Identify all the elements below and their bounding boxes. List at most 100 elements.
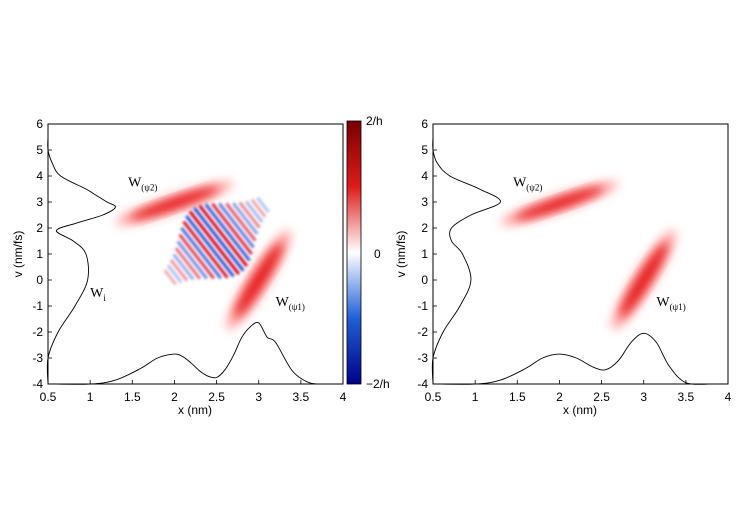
w-label-main: W <box>656 295 670 310</box>
x-tick-label: 0.5 <box>40 390 57 404</box>
x-tick-label: 3 <box>255 390 262 404</box>
fringe-stripe <box>231 202 259 236</box>
fringe-stripe <box>172 253 195 281</box>
y-tick-label: 1 <box>36 247 43 261</box>
w-psi2-blob <box>115 181 234 226</box>
fringe-stripe <box>217 202 255 249</box>
fringe-stripe <box>238 201 261 229</box>
x-tick-label: 2.5 <box>208 390 225 404</box>
left-y-tick-labels: -4 -3 -2 -1 0 1 2 3 4 5 6 <box>32 117 52 391</box>
w-label-0: W(ψ2) <box>513 175 542 192</box>
w-label-sub: (ψ1) <box>289 302 305 312</box>
x-tick-label: 1.5 <box>509 390 526 404</box>
w-label-main: W <box>513 175 527 190</box>
y-tick-label: 4 <box>36 169 43 183</box>
x-tick-label: 1 <box>87 390 94 404</box>
fringe-stripe <box>185 214 235 278</box>
right-x-tick-labels: 0.5 1 1.5 2 2.5 3 3.5 4 <box>425 380 732 404</box>
left-velocity-marginal-curve <box>46 136 116 385</box>
w-label-sub: (ψ2) <box>141 182 157 192</box>
left-x-tick-labels: 0.5 1 1.5 2 2.5 3 3.5 4 <box>40 380 347 404</box>
w-label-1: Wi <box>90 286 106 303</box>
colorbar-tick-top: 2/h <box>366 114 383 128</box>
x-tick-label: 2 <box>171 390 178 404</box>
y-tick-label: 1 <box>421 247 428 261</box>
right-y-axis-label: v (nm/fs) <box>394 231 408 278</box>
y-tick-label: 5 <box>421 143 428 157</box>
y-tick-label: 5 <box>36 143 43 157</box>
left-y-axis-label: v (nm/fs) <box>11 231 25 278</box>
fringe-stripe <box>166 264 183 284</box>
fringe-stripe <box>204 203 251 262</box>
left-heat-blobs <box>115 181 291 330</box>
left-x-axis-label: x (nm) <box>178 403 212 417</box>
w-label-sub: (ψ1) <box>670 302 686 312</box>
x-tick-label: 3.5 <box>678 390 695 404</box>
right-velocity-marginal-curve <box>431 136 501 385</box>
right-x-axis-label: x (nm) <box>563 403 597 417</box>
right-plot-frame <box>432 123 729 385</box>
x-tick-label: 2 <box>556 390 563 404</box>
fringe-stripe <box>163 269 178 286</box>
w-label-main: W <box>128 175 142 190</box>
w-label-2: W(ψ1) <box>276 295 305 312</box>
y-tick-label: 4 <box>421 169 428 183</box>
left-wigner-map <box>115 181 291 330</box>
y-tick-label: -1 <box>32 299 43 313</box>
y-tick-label: -4 <box>32 377 43 391</box>
colorbar-tick-mid: 0 <box>374 247 381 261</box>
w-label-sub: (ψ2) <box>526 182 542 192</box>
fringe-stripe <box>188 210 241 276</box>
fringe-stripe <box>178 233 216 280</box>
x-tick-label: 3 <box>640 390 647 404</box>
y-tick-label: 3 <box>421 195 428 209</box>
colorbar-gradient <box>346 120 362 385</box>
w-label-sub: i <box>103 293 106 303</box>
y-tick-label: 6 <box>36 117 43 131</box>
x-tick-label: 1 <box>472 390 479 404</box>
left-position-marginal-curve <box>47 321 327 385</box>
w-psi1-blob <box>611 230 676 330</box>
fringe-stripe <box>225 202 257 242</box>
w-label-main: W <box>90 286 104 301</box>
fringe-stripe <box>169 259 189 282</box>
colorbar: 2/h 0 −2/h <box>346 114 390 391</box>
right-wigner-map <box>500 181 676 330</box>
w-label-0: W(ψ2) <box>128 175 157 192</box>
y-tick-label: -3 <box>417 351 428 365</box>
y-tick-label: 6 <box>421 117 428 131</box>
y-tick-label: 2 <box>421 221 428 235</box>
fringe-stripe <box>244 200 264 223</box>
y-tick-label: 3 <box>36 195 43 209</box>
x-tick-label: 2.5 <box>593 390 610 404</box>
w-label-main: W <box>276 295 290 310</box>
fringe-stripe <box>198 204 249 268</box>
y-tick-label: -1 <box>417 299 428 313</box>
right-heat-blobs <box>500 181 676 330</box>
y-tick-label: -4 <box>417 377 428 391</box>
w-psi2-blob <box>500 181 619 226</box>
fringe-stripe <box>211 202 254 256</box>
w-psi1-blob <box>226 230 291 330</box>
x-tick-label: 0.5 <box>425 390 442 404</box>
y-tick-label: 0 <box>36 273 43 287</box>
fringe-stripe <box>182 220 229 279</box>
y-tick-label: 0 <box>421 273 428 287</box>
fringe-stripe <box>176 240 209 280</box>
x-tick-label: 4 <box>725 390 732 404</box>
fringe-stripe <box>256 196 270 213</box>
x-tick-label: 3.5 <box>293 390 310 404</box>
x-tick-label: 4 <box>340 390 347 404</box>
interference-fringes <box>163 196 270 286</box>
right-position-marginal-curve <box>432 332 712 385</box>
right-annotations: W(ψ2)W(ψ1) <box>513 175 686 312</box>
fringe-stripe <box>180 226 223 280</box>
y-tick-label: 2 <box>36 221 43 235</box>
colorbar-tick-bottom: −2/h <box>366 377 390 391</box>
fringe-stripe <box>193 206 245 272</box>
y-tick-label: -2 <box>417 325 428 339</box>
left-annotations: W(ψ2)Wi W(ψ1) <box>90 175 305 312</box>
